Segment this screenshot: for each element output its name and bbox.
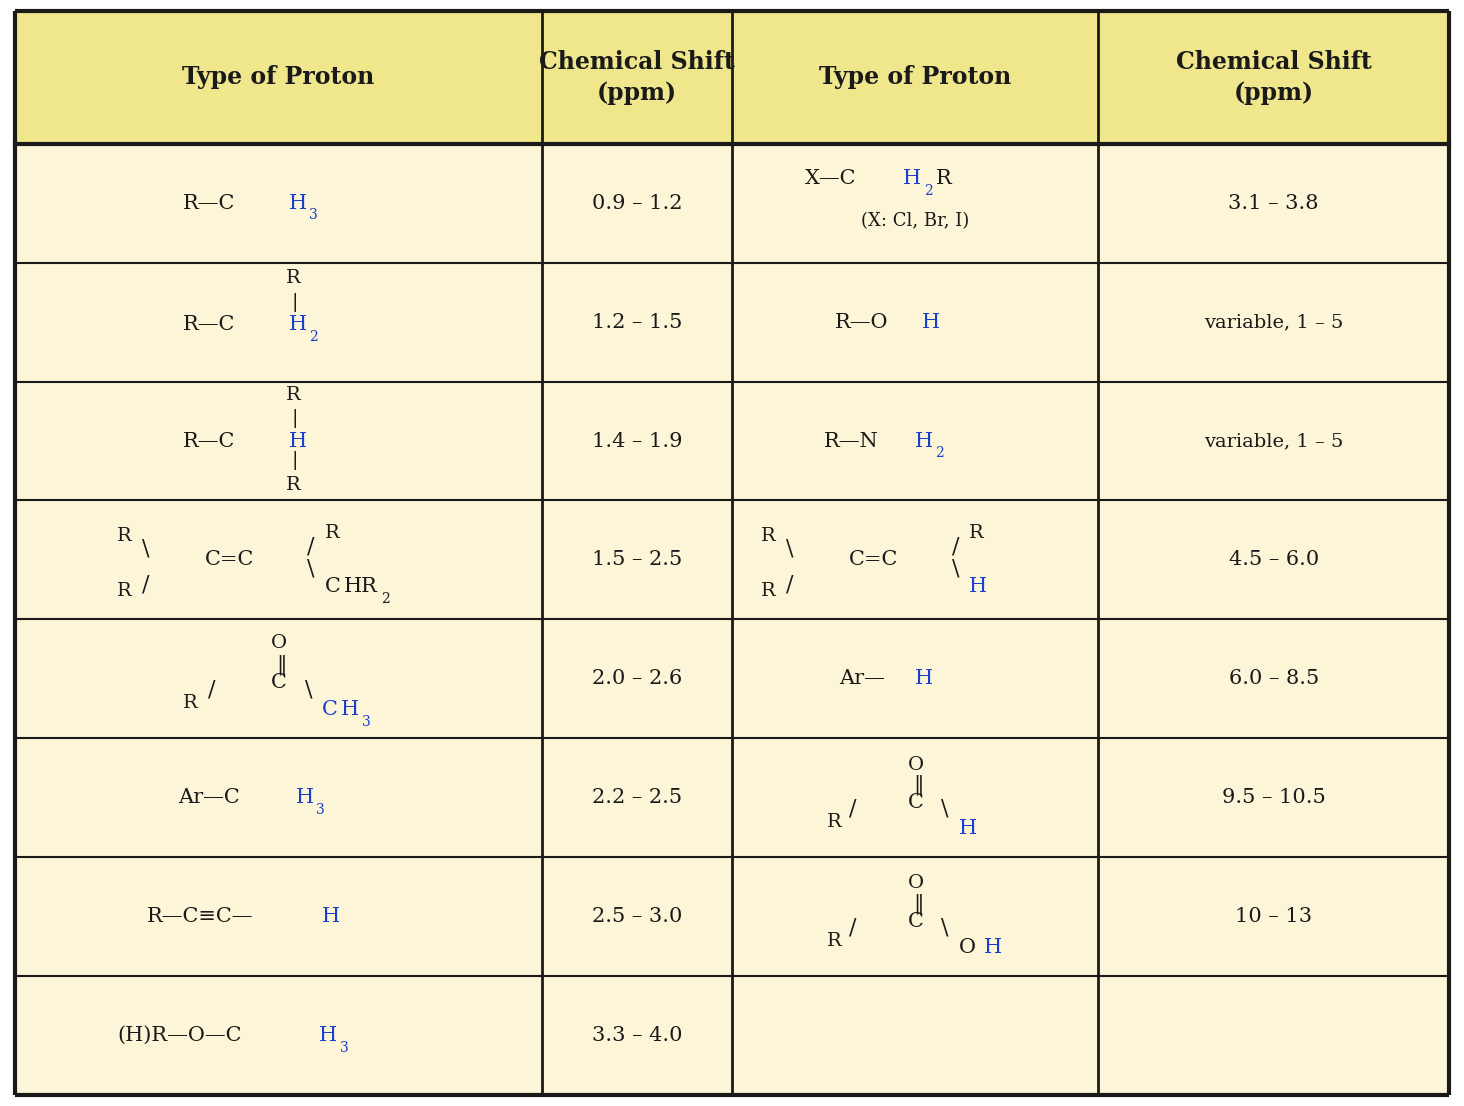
Text: /: / <box>849 917 856 939</box>
Text: R: R <box>935 169 952 188</box>
Text: R: R <box>827 813 842 831</box>
Text: C: C <box>271 672 287 691</box>
Text: O: O <box>908 875 924 893</box>
Text: (H)R—O—C: (H)R—O—C <box>117 1026 242 1045</box>
Text: 3.3 – 4.0: 3.3 – 4.0 <box>591 1026 682 1045</box>
Text: H: H <box>903 169 921 188</box>
Text: H: H <box>288 315 306 334</box>
Text: \: \ <box>305 679 312 701</box>
Text: R: R <box>761 526 776 544</box>
Text: Ar—: Ar— <box>839 669 884 688</box>
Text: Type of Proton: Type of Proton <box>182 65 375 90</box>
Text: 2: 2 <box>381 592 389 606</box>
Text: H: H <box>969 577 987 596</box>
Text: variable, 1 – 5: variable, 1 – 5 <box>1203 313 1344 331</box>
Text: /: / <box>849 797 856 820</box>
Text: H: H <box>959 820 976 838</box>
Text: |: | <box>291 409 297 428</box>
Text: /: / <box>208 679 215 701</box>
Text: H: H <box>288 431 306 450</box>
Text: Type of Proton: Type of Proton <box>818 65 1012 90</box>
Text: R: R <box>827 932 842 950</box>
Text: Ar—C: Ar—C <box>179 789 240 807</box>
Text: 2.0 – 2.6: 2.0 – 2.6 <box>591 669 682 688</box>
Text: \: \ <box>941 917 949 939</box>
Text: R: R <box>761 582 776 599</box>
Text: 3: 3 <box>316 803 325 817</box>
Text: Chemical Shift
(ppm): Chemical Shift (ppm) <box>1176 50 1372 105</box>
Text: \: \ <box>786 538 793 560</box>
Text: 2.2 – 2.5: 2.2 – 2.5 <box>591 789 682 807</box>
Text: R—O: R—O <box>834 313 889 332</box>
FancyBboxPatch shape <box>15 11 1449 144</box>
Text: R—C: R—C <box>183 194 236 212</box>
Text: R—C≡C—: R—C≡C— <box>146 907 253 926</box>
Text: C: C <box>908 911 924 930</box>
Text: 1.4 – 1.9: 1.4 – 1.9 <box>591 431 682 450</box>
Text: \: \ <box>142 538 149 560</box>
Text: ‖: ‖ <box>277 654 287 675</box>
Text: |: | <box>291 293 297 312</box>
Text: R: R <box>325 524 340 542</box>
FancyBboxPatch shape <box>15 11 1449 1095</box>
Text: \: \ <box>941 797 949 820</box>
Text: /: / <box>307 535 315 557</box>
Text: R: R <box>117 526 132 544</box>
Text: 4.5 – 6.0: 4.5 – 6.0 <box>1228 551 1319 570</box>
Text: R—C: R—C <box>183 431 236 450</box>
Text: H: H <box>319 1026 337 1045</box>
Text: ‖: ‖ <box>914 774 924 795</box>
Text: Chemical Shift
(ppm): Chemical Shift (ppm) <box>539 50 735 105</box>
Text: C=C: C=C <box>205 551 255 570</box>
Text: H: H <box>341 700 359 719</box>
Text: R: R <box>969 524 984 542</box>
Text: /: / <box>952 535 959 557</box>
Text: O: O <box>908 755 924 773</box>
Text: 2.5 – 3.0: 2.5 – 3.0 <box>591 907 682 926</box>
Text: 9.5 – 10.5: 9.5 – 10.5 <box>1222 789 1325 807</box>
Text: H: H <box>288 194 306 212</box>
Text: 2: 2 <box>309 330 318 344</box>
Text: \: \ <box>952 557 959 580</box>
Text: 3: 3 <box>309 208 318 222</box>
Text: R: R <box>117 582 132 599</box>
Text: 3: 3 <box>362 714 370 729</box>
Text: 10 – 13: 10 – 13 <box>1236 907 1312 926</box>
Text: 2: 2 <box>924 184 933 198</box>
Text: H: H <box>322 907 340 926</box>
Text: /: / <box>142 573 149 595</box>
Text: /: / <box>786 573 793 595</box>
Text: (X: Cl, Br, I): (X: Cl, Br, I) <box>861 212 969 230</box>
Text: C: C <box>322 700 338 719</box>
Text: C: C <box>908 793 924 812</box>
Text: 2: 2 <box>935 446 944 460</box>
Text: R: R <box>285 269 300 286</box>
Text: variable, 1 – 5: variable, 1 – 5 <box>1203 432 1344 450</box>
Text: H: H <box>296 789 313 807</box>
Text: 0.9 – 1.2: 0.9 – 1.2 <box>591 194 682 212</box>
Text: \: \ <box>307 557 315 580</box>
Text: O: O <box>271 635 287 653</box>
Text: 6.0 – 8.5: 6.0 – 8.5 <box>1228 669 1319 688</box>
Text: 1.5 – 2.5: 1.5 – 2.5 <box>591 551 682 570</box>
Text: 3: 3 <box>340 1041 348 1055</box>
Text: R—N: R—N <box>824 431 878 450</box>
Text: |: | <box>291 451 297 470</box>
Text: X—C: X—C <box>805 169 856 188</box>
Text: R: R <box>285 386 300 404</box>
Text: HR: HR <box>344 577 378 596</box>
Text: O: O <box>959 938 976 957</box>
Text: H: H <box>922 313 940 332</box>
Text: R: R <box>183 695 198 712</box>
Text: ‖: ‖ <box>914 893 924 914</box>
Text: C: C <box>325 577 341 596</box>
Text: H: H <box>915 431 933 450</box>
Text: C=C: C=C <box>849 551 899 570</box>
Text: R—C: R—C <box>183 315 236 334</box>
Text: 1.2 – 1.5: 1.2 – 1.5 <box>591 313 682 332</box>
Text: H: H <box>984 938 1001 957</box>
Text: R: R <box>285 477 300 494</box>
Text: 3.1 – 3.8: 3.1 – 3.8 <box>1228 194 1319 212</box>
Text: H: H <box>915 669 933 688</box>
